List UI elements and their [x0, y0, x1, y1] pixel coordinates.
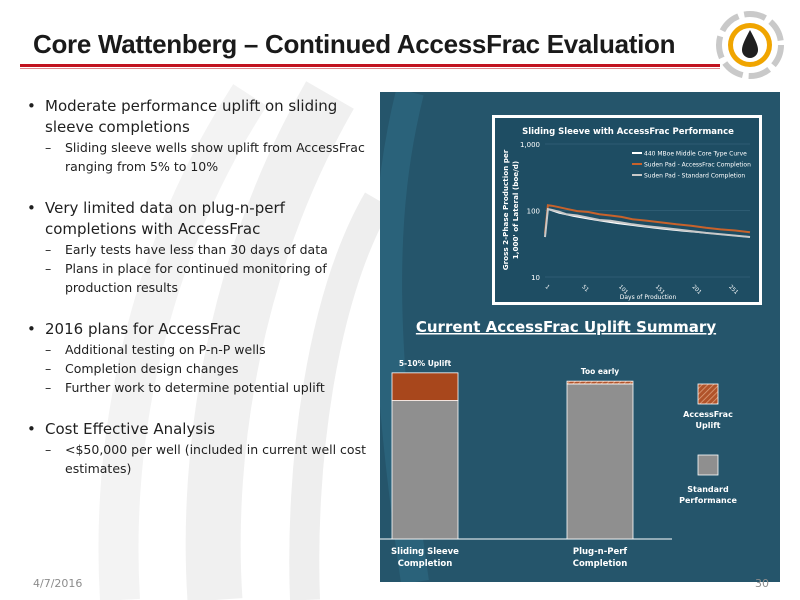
legend-label: Standard Performance — [679, 485, 737, 505]
sub-bullet-text: Additional testing on P-n-P wells — [65, 342, 266, 357]
x-tick-label: 201 — [691, 284, 703, 296]
sub-bullet-item: – Early tests have less than 30 days of d… — [25, 240, 375, 259]
bar-standard — [566, 383, 634, 540]
line-chart-title: Sliding Sleeve with AccessFrac Performan… — [522, 127, 734, 137]
bullet-group: • Moderate performance uplift on sliding … — [25, 96, 375, 176]
sub-bullet-dash: – — [45, 361, 52, 376]
bullet-text: 2016 plans for AccessFrac — [45, 320, 241, 338]
sub-bullet-item: – Plans in place for continued monitoring… — [25, 259, 375, 297]
bullet-group: • 2016 plans for AccessFrac – Additional te… — [25, 319, 375, 397]
bullet-item: • Cost Effective Analysis — [25, 419, 375, 440]
legend-label: Suden Pad - AccessFrac Completion — [644, 162, 751, 169]
sub-bullet-item: – Sliding sleeve wells show uplift from A… — [25, 138, 375, 176]
legend-label: AccessFrac Uplift — [683, 410, 733, 430]
bar-chart: Current AccessFrac Uplift SummaryWell Pr… — [380, 318, 737, 569]
y-tick-label: 100 — [527, 208, 540, 216]
legend-label: Suden Pad - Standard Completion — [644, 173, 745, 180]
line-chart-ylabel: Gross 2-Phase Production per1,000' of La… — [501, 149, 520, 270]
bullet-text: Cost Effective Analysis — [45, 420, 216, 438]
series-line — [544, 204, 751, 234]
title-underline-thin — [20, 68, 720, 69]
sub-bullet-text: Early tests have less than 30 days of da… — [65, 242, 328, 257]
legend-swatch-accessfrac — [697, 383, 719, 405]
legend-label: 440 MBoe Middle Core Type Curve — [644, 151, 747, 158]
bullet-item: • Very limited data on plug-n-perf comple… — [25, 198, 375, 240]
chart-panel-canvas: Sliding Sleeve with AccessFrac Performan… — [380, 92, 762, 582]
sub-bullet-dash: – — [45, 261, 52, 276]
bar-chart-title: Current AccessFrac Uplift Summary — [416, 318, 716, 336]
title-underline — [20, 64, 720, 67]
sub-bullet-text: <$50,000 per well (included in current w… — [65, 442, 366, 476]
category-label: Plug-n-Perf Completion — [573, 547, 628, 569]
x-tick-label: 151 — [654, 284, 666, 296]
bullet-dot: • — [27, 199, 36, 217]
bar-uplift — [391, 372, 459, 401]
bullet-item: • 2016 plans for AccessFrac — [25, 319, 375, 340]
sub-bullet-dash: – — [45, 442, 52, 457]
sub-bullet-text: Sliding sleeve wells show uplift from Ac… — [65, 140, 365, 174]
bar-uplift — [566, 380, 634, 385]
line-chart: Sliding Sleeve with AccessFrac Performan… — [501, 127, 751, 301]
bar-data-label: 5-10% Uplift — [399, 359, 452, 368]
slide-title: Core Wattenberg – Continued AccessFrac E… — [33, 29, 676, 59]
sub-bullet-dash: – — [45, 380, 52, 395]
line-chart-background — [495, 118, 759, 302]
bar-data-label: Too early — [581, 367, 619, 376]
x-tick-label: 1 — [544, 284, 551, 291]
bullet-text: Very limited data on plug-n-perf complet… — [45, 199, 285, 238]
x-tick-label: 101 — [617, 284, 629, 296]
company-logo-icon — [716, 11, 784, 79]
series-line — [544, 207, 751, 238]
bullet-dot: • — [27, 97, 36, 115]
bullet-dot: • — [27, 420, 36, 438]
x-tick-label: 51 — [580, 284, 589, 293]
sub-bullet-text: Further work to determine potential upli… — [65, 380, 325, 395]
sub-bullet-text: Completion design changes — [65, 361, 239, 376]
chart-panel: Sliding Sleeve with AccessFrac Performan… — [380, 92, 780, 582]
page-number: 30 — [755, 577, 769, 590]
bullet-group: • Very limited data on plug-n-perf comple… — [25, 198, 375, 297]
sub-bullet-item: – Additional testing on P-n-P wells — [25, 340, 375, 359]
sub-bullet-item: – Completion design changes — [25, 359, 375, 378]
bar-standard — [391, 400, 459, 540]
sub-bullet-item: – <$50,000 per well (included in current … — [25, 440, 375, 478]
bullet-group: • Cost Effective Analysis – <$50,000 per we… — [25, 419, 375, 478]
bullet-item: • Moderate performance uplift on sliding … — [25, 96, 375, 138]
y-tick-label: 10 — [531, 274, 540, 282]
sub-bullet-dash: – — [45, 242, 52, 257]
sub-bullet-dash: – — [45, 140, 52, 155]
bullet-text: Moderate performance uplift on sliding s… — [45, 97, 338, 136]
sub-bullet-text: Plans in place for continued monitoring … — [65, 261, 327, 295]
bullet-dot: • — [27, 320, 36, 338]
x-tick-label: 251 — [727, 284, 739, 296]
legend-swatch-standard — [697, 454, 719, 476]
sub-bullet-dash: – — [45, 342, 52, 357]
line-chart-xlabel: Days of Production — [620, 294, 677, 301]
y-tick-label: 1,000 — [520, 141, 540, 149]
footer-date: 4/7/2016 — [33, 577, 83, 590]
bullet-list: • Moderate performance uplift on sliding … — [25, 96, 375, 478]
category-label: Sliding Sleeve Completion — [391, 547, 459, 569]
sub-bullet-item: – Further work to determine potential upl… — [25, 378, 375, 397]
